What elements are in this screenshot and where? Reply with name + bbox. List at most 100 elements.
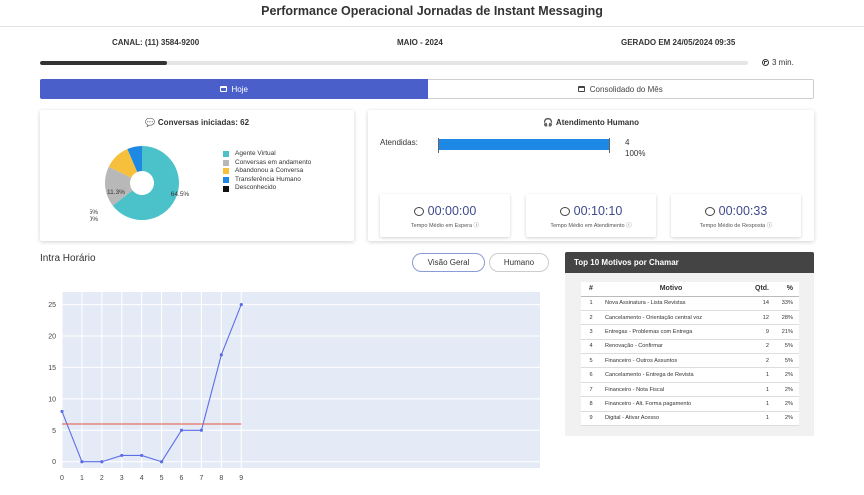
cell-index: 1 bbox=[581, 296, 601, 311]
legend-swatch bbox=[223, 159, 229, 166]
x-tick-label: 8 bbox=[219, 475, 223, 482]
table-row: 4 Renovação - Confirmar 2 5% bbox=[581, 339, 799, 355]
pie-data-label: 0% bbox=[90, 216, 98, 223]
cell-qtd: 12 bbox=[737, 310, 773, 326]
table-row: 2 Cancelamento - Orientação central voz 12… bbox=[581, 310, 799, 326]
cell-qtd: 2 bbox=[737, 339, 773, 355]
cell-index: 6 bbox=[581, 367, 601, 383]
cell-motivo: Financeiro - Outros Assuntos bbox=[601, 353, 737, 369]
pie-data-label: 64.5% bbox=[171, 191, 190, 198]
pill-humano[interactable]: Humano bbox=[489, 253, 549, 272]
x-tick-label: 3 bbox=[120, 475, 124, 482]
data-point bbox=[199, 428, 204, 432]
cell-index: 8 bbox=[581, 396, 601, 412]
y-tick-label: 10 bbox=[48, 396, 56, 403]
x-tick-label: 9 bbox=[239, 475, 243, 482]
legend-swatch bbox=[223, 185, 229, 192]
calendar-icon bbox=[219, 86, 227, 92]
cell-pct: 5% bbox=[773, 353, 799, 369]
col-header-qtd: Qtd. bbox=[737, 282, 773, 297]
table-row: 6 Cancelamento - Entrega de Revista 1 2% bbox=[581, 367, 799, 383]
atendimento-title: Atendimento Humano bbox=[555, 118, 640, 127]
x-tick-label: 7 bbox=[199, 475, 203, 482]
metric-resposta-label: Tempo Médio de Resposta ⓘ bbox=[699, 223, 773, 229]
table-row: 5 Financeiro - Outros Assuntos 2 5% bbox=[581, 353, 799, 369]
atendidas-count: 4 bbox=[625, 138, 630, 147]
cell-motivo: Cancelamento - Entrega de Revista bbox=[601, 367, 737, 383]
atendimento-card-title: 🎧 Atendimento Humano bbox=[368, 118, 814, 127]
legend-label: Transferência Humano bbox=[235, 175, 301, 183]
table-row: 9 Digital - Ativar Acesso 1 2% bbox=[581, 411, 799, 427]
cell-pct: 2% bbox=[773, 411, 799, 427]
pie-data-label: 11.3% bbox=[107, 189, 125, 196]
cell-pct: 21% bbox=[773, 324, 799, 340]
table-row: 8 Financeiro - Alt. Forma pagamento 1 2% bbox=[581, 396, 799, 412]
atendidas-pct: 100% bbox=[625, 149, 646, 158]
atendidas-bar-track bbox=[438, 138, 610, 153]
x-tick-label: 1 bbox=[80, 475, 84, 482]
cell-index: 7 bbox=[581, 382, 601, 398]
series-line-conversas bbox=[61, 304, 242, 463]
plot-background bbox=[62, 292, 540, 468]
cell-motivo: Financeiro - Nota Fiscal bbox=[601, 382, 737, 398]
data-point bbox=[219, 353, 223, 357]
metric-atendimento: 00:10:10 Tempo Médio em Atendimento ⓘ bbox=[526, 194, 656, 237]
legend-swatch bbox=[223, 177, 229, 184]
pie-slice bbox=[127, 146, 142, 172]
legend-label: Desconhecido bbox=[235, 184, 277, 192]
tab-consolidado-mes[interactable]: Consolidado do Mês bbox=[427, 79, 814, 99]
view-tabs: Hoje Consolidado do Mês bbox=[40, 79, 814, 99]
metric-atendimento-label: Tempo Médio em Atendimento ⓘ bbox=[550, 223, 632, 229]
data-point bbox=[60, 409, 64, 414]
intra-horario-line-chart: 0 5 10 15 20 25 0 1 2 3 4 5 6 7 8 9 bbox=[48, 292, 540, 482]
header-divider bbox=[0, 26, 864, 27]
top10-table: # Motivo Qtd. % 1 Nova Assinatura - Lista… bbox=[581, 282, 799, 427]
refresh-progress-bar bbox=[40, 61, 748, 65]
cell-motivo: Digital - Ativar Acesso bbox=[601, 411, 737, 427]
top10-title: Top 10 Motivos por Chamar bbox=[565, 252, 814, 273]
cell-motivo: Renovação - Confirmar bbox=[601, 339, 737, 355]
tab-hoje[interactable]: Hoje bbox=[40, 79, 428, 99]
metric-espera: 00:00:00 Tempo Médio em Espera ⓘ bbox=[380, 194, 510, 237]
table-row: 7 Financeiro - Nota Fiscal 1 2% bbox=[581, 382, 799, 398]
y-tick-label: 25 bbox=[48, 302, 56, 309]
legend-item: Desconhecido bbox=[223, 184, 311, 193]
cell-qtd: 1 bbox=[737, 367, 773, 383]
cell-qtd: 1 bbox=[737, 396, 773, 412]
legend-item: Transferência Humano bbox=[223, 176, 311, 185]
col-header-pct: % bbox=[773, 282, 799, 297]
cell-index: 4 bbox=[581, 339, 601, 355]
legend-item: Abandonou a Conversa bbox=[223, 167, 311, 176]
table-row: 3 Entregas - Problemas com Entrega 9 21% bbox=[581, 324, 799, 340]
metric-espera-value: 00:00:00 bbox=[427, 204, 477, 218]
tab-consolidado-label: Consolidado do Mês bbox=[589, 84, 663, 94]
metric-espera-label: Tempo Médio em Espera ⓘ bbox=[410, 223, 480, 229]
user-circle-icon bbox=[413, 206, 424, 216]
x-tick-label: 0 bbox=[60, 475, 64, 482]
cell-pct: 28% bbox=[773, 310, 799, 326]
legend-label: Abandonou a Conversa bbox=[235, 167, 304, 175]
cell-motivo: Entregas - Problemas com Entrega bbox=[601, 324, 737, 340]
user-clock-icon bbox=[559, 206, 570, 216]
top10-header-row: # Motivo Qtd. % bbox=[581, 282, 799, 297]
conversas-card-title: 💬 Conversas iniciadas: 62 bbox=[40, 118, 354, 127]
atendidas-bar bbox=[439, 139, 609, 150]
pill-visao-geral[interactable]: Visão Geral bbox=[412, 253, 485, 272]
user-edit-icon bbox=[704, 206, 715, 216]
data-point bbox=[179, 428, 184, 432]
y-tick-label: 5 bbox=[52, 428, 56, 435]
col-header-motivo: Motivo bbox=[601, 282, 737, 297]
metric-resposta: 00:00:33 Tempo Médio de Resposta ⓘ bbox=[671, 194, 801, 237]
pie-slice bbox=[112, 146, 179, 220]
clock-icon bbox=[762, 59, 769, 66]
cell-pct: 33% bbox=[773, 296, 799, 311]
table-row: 1 Nova Assinatura - Lista Revistas 14 33% bbox=[581, 296, 799, 311]
conversas-legend: Agente Virtual Conversas em andamento Ab… bbox=[223, 150, 311, 193]
data-point bbox=[140, 453, 144, 458]
data-point bbox=[120, 453, 124, 458]
atendidas-label: Atendidas: bbox=[380, 138, 418, 147]
pie-data-label: 6.45% bbox=[90, 209, 98, 216]
data-point bbox=[80, 460, 84, 464]
legend-label: Agente Virtual bbox=[235, 150, 276, 157]
cell-motivo: Nova Assinatura - Lista Revistas bbox=[601, 296, 737, 311]
